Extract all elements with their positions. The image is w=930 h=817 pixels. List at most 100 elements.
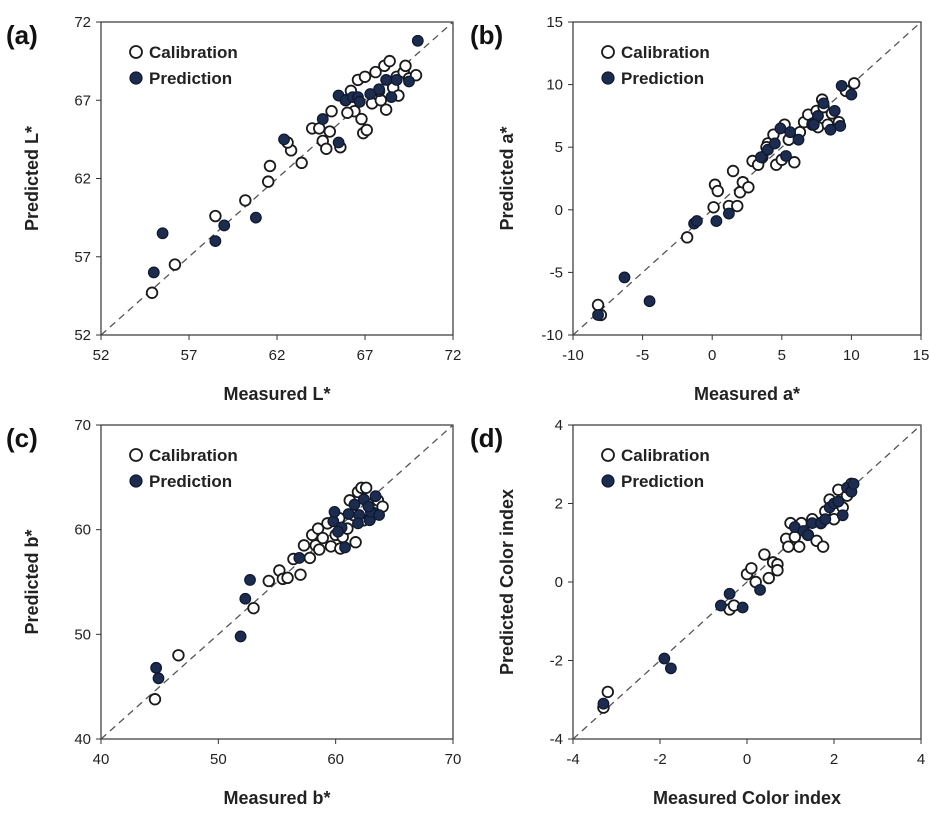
calibration-point bbox=[303, 551, 317, 565]
chart-panel-b: (b) -10 -5 0 5 10 15 -10 -5 0 5 10 15 Measured a* Pred… bbox=[470, 14, 929, 404]
prediction-point bbox=[332, 136, 345, 149]
prediction-point bbox=[364, 88, 377, 100]
y-tick-label: 10 bbox=[546, 77, 563, 94]
prediction-point bbox=[293, 552, 306, 564]
y-axis-label: Predicted b* bbox=[22, 529, 42, 634]
calibration-point bbox=[294, 568, 307, 581]
calibration-point bbox=[711, 184, 724, 198]
legend-prediction-marker bbox=[129, 71, 143, 85]
prediction-point bbox=[209, 235, 222, 248]
x-axis-label: Measured b* bbox=[223, 788, 330, 808]
prediction-point bbox=[403, 75, 415, 88]
x-tick-label: 40 bbox=[93, 751, 110, 768]
calibration-point bbox=[247, 601, 260, 615]
calibration-point bbox=[680, 231, 694, 244]
prediction-point bbox=[278, 133, 290, 146]
prediction-point bbox=[710, 215, 723, 227]
prediction-point bbox=[723, 207, 735, 220]
y-tick-label: -2 bbox=[550, 653, 563, 670]
prediction-point bbox=[339, 541, 351, 554]
x-tick-label: 60 bbox=[327, 751, 344, 768]
calibration-point bbox=[262, 574, 275, 588]
prediction-point bbox=[736, 601, 749, 614]
legend-calibration-label: Calibration bbox=[621, 43, 710, 62]
prediction-point bbox=[342, 508, 355, 520]
x-tick-label: 0 bbox=[743, 751, 751, 768]
x-tick-label: 4 bbox=[917, 751, 925, 768]
prediction-point bbox=[792, 133, 805, 146]
prediction-point bbox=[824, 123, 837, 136]
y-tick-label: 60 bbox=[74, 522, 91, 539]
calibration-point bbox=[369, 65, 382, 79]
x-tick-label: 15 bbox=[913, 347, 930, 364]
legend-prediction-marker bbox=[601, 474, 615, 488]
prediction-point bbox=[249, 211, 262, 224]
y-axis-label: Predicted L* bbox=[22, 126, 42, 231]
y-tick-label: 52 bbox=[74, 327, 91, 344]
calibration-point bbox=[262, 175, 275, 188]
prediction-point bbox=[643, 295, 656, 308]
one-to-one-line bbox=[100, 424, 454, 740]
prediction-point bbox=[819, 513, 832, 526]
calibration-point bbox=[742, 181, 755, 194]
calibration-point bbox=[591, 298, 605, 312]
calibration-point bbox=[172, 649, 185, 662]
y-tick-label: -4 bbox=[550, 731, 563, 748]
x-tick-label: 67 bbox=[357, 347, 374, 364]
x-tick-label: 0 bbox=[708, 347, 716, 364]
x-axis-label: Measured Color index bbox=[653, 788, 841, 808]
prediction-point bbox=[807, 118, 820, 131]
chart-panel-c: (c) 40 50 60 70 40 50 60 70 Measured b* Predicted … bbox=[6, 417, 461, 808]
prediction-point bbox=[784, 126, 797, 139]
prediction-point bbox=[328, 505, 341, 518]
legend-prediction-marker bbox=[129, 474, 143, 488]
prediction-point bbox=[316, 113, 329, 125]
y-tick-label: 15 bbox=[546, 14, 563, 31]
plot-frame bbox=[572, 21, 922, 336]
x-tick-label: 70 bbox=[445, 751, 462, 768]
prediction-point bbox=[780, 150, 792, 162]
y-tick-label: -5 bbox=[550, 264, 563, 281]
prediction-point bbox=[152, 672, 165, 685]
legend-calibration-marker bbox=[601, 45, 615, 59]
y-tick-label: 67 bbox=[74, 92, 91, 109]
prediction-point bbox=[768, 137, 781, 150]
calibration-point bbox=[168, 258, 182, 271]
calibration-point bbox=[148, 693, 162, 706]
calibration-point bbox=[316, 531, 329, 545]
legend-calibration-label: Calibration bbox=[149, 446, 238, 465]
x-tick-label: 52 bbox=[93, 347, 110, 364]
calibration-point bbox=[297, 539, 311, 552]
calibration-point bbox=[726, 164, 740, 178]
y-axis-label: Predicted Color index bbox=[497, 489, 517, 675]
y-tick-label: 0 bbox=[555, 574, 563, 591]
y-tick-label: 70 bbox=[74, 417, 91, 434]
calibration-point bbox=[325, 105, 338, 118]
y-tick-label: -10 bbox=[541, 327, 563, 344]
prediction-point bbox=[658, 652, 671, 665]
y-tick-label: 50 bbox=[74, 626, 91, 643]
calibration-point bbox=[731, 199, 744, 213]
calibration-point bbox=[707, 201, 720, 214]
prediction-point bbox=[754, 583, 766, 596]
legend-prediction-label: Prediction bbox=[149, 472, 232, 491]
panel-label: (c) bbox=[6, 423, 38, 453]
prediction-point bbox=[832, 495, 845, 508]
x-tick-label: -4 bbox=[566, 751, 579, 768]
legend-calibration-label: Calibration bbox=[621, 446, 710, 465]
calibration-point bbox=[281, 571, 294, 585]
prediction-point bbox=[150, 661, 163, 674]
calibration-point bbox=[847, 77, 861, 90]
panel-label: (b) bbox=[470, 20, 503, 50]
x-tick-label: 62 bbox=[269, 347, 286, 364]
prediction-point bbox=[664, 662, 677, 675]
prediction-point bbox=[390, 74, 403, 86]
legend-calibration-marker bbox=[601, 448, 615, 462]
legend-prediction-label: Prediction bbox=[621, 69, 704, 88]
calibration-point bbox=[758, 548, 771, 561]
calibration-point bbox=[355, 112, 368, 126]
calibration-point bbox=[358, 70, 372, 83]
y-tick-label: 62 bbox=[74, 171, 91, 188]
prediction-point bbox=[362, 500, 375, 513]
